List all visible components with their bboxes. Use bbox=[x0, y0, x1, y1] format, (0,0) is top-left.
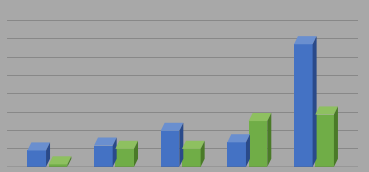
Polygon shape bbox=[49, 156, 71, 164]
Bar bbox=[315, 115, 334, 167]
Polygon shape bbox=[94, 137, 117, 146]
Bar bbox=[182, 149, 201, 167]
Polygon shape bbox=[115, 141, 138, 149]
Polygon shape bbox=[161, 123, 183, 131]
Polygon shape bbox=[182, 141, 205, 149]
Polygon shape bbox=[179, 123, 183, 167]
Polygon shape bbox=[249, 113, 271, 121]
Polygon shape bbox=[334, 106, 338, 167]
Polygon shape bbox=[113, 137, 117, 167]
Polygon shape bbox=[294, 36, 317, 44]
Polygon shape bbox=[227, 134, 250, 142]
Polygon shape bbox=[313, 36, 317, 167]
Bar bbox=[249, 121, 267, 167]
Polygon shape bbox=[68, 156, 71, 167]
Polygon shape bbox=[134, 141, 138, 167]
Polygon shape bbox=[46, 142, 50, 167]
Polygon shape bbox=[201, 141, 205, 167]
Polygon shape bbox=[27, 142, 50, 150]
Bar bbox=[49, 164, 68, 167]
Bar bbox=[161, 131, 179, 167]
Polygon shape bbox=[246, 134, 250, 167]
Bar bbox=[27, 150, 46, 167]
Bar bbox=[294, 44, 313, 167]
Bar bbox=[94, 146, 113, 167]
Polygon shape bbox=[315, 106, 338, 115]
Bar bbox=[115, 149, 134, 167]
Polygon shape bbox=[267, 113, 271, 167]
Bar bbox=[227, 142, 246, 167]
